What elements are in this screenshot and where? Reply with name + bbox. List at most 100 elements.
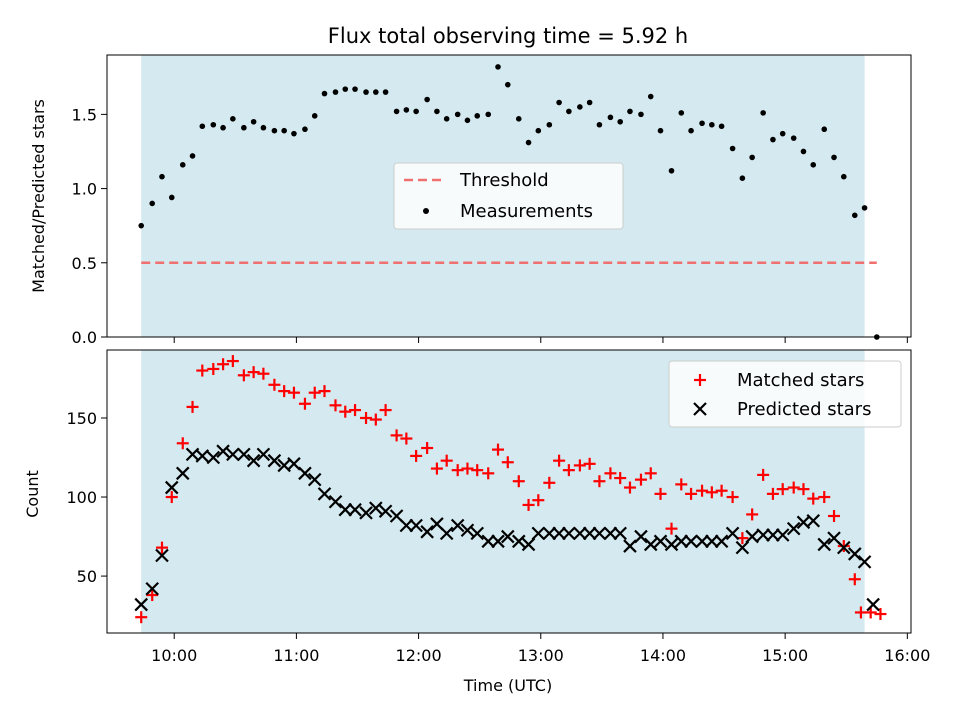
measurement-point — [168, 194, 175, 201]
measurement-point — [149, 200, 156, 207]
matched-stars-point — [562, 464, 575, 477]
matched-stars-point — [379, 404, 392, 417]
measurement-point — [373, 89, 379, 95]
predicted-stars-point — [705, 534, 719, 549]
predicted-stars-point — [145, 581, 159, 596]
predicted-stars-point — [766, 528, 780, 542]
matched-stars-point — [634, 473, 647, 486]
measurement-point — [363, 89, 369, 95]
predicted-stars-point — [237, 447, 251, 462]
measurement-point — [566, 108, 572, 115]
measurement-point — [657, 127, 664, 134]
predicted-stars-point — [267, 453, 282, 468]
matched-stars-point — [196, 364, 209, 377]
predicted-stars-point — [348, 502, 362, 517]
measurement-point — [138, 222, 145, 229]
predicted-stars-point — [298, 466, 312, 481]
matched-stars-point — [766, 487, 779, 500]
measurement-point — [709, 121, 715, 128]
x-tick-label: 11:00 — [273, 646, 319, 665]
predicted-stars-point — [603, 526, 618, 541]
matched-stars-point — [604, 467, 617, 480]
matched-stars-point — [512, 475, 525, 488]
measurement-point — [760, 110, 766, 116]
measurement-point — [495, 64, 501, 70]
predicted-stars-point — [420, 525, 434, 539]
matched-stars-point — [318, 385, 331, 398]
matched-stars-point — [257, 367, 270, 380]
matched-stars-point — [176, 437, 189, 450]
measurement-point — [311, 113, 318, 119]
matched-stars-point — [818, 491, 831, 504]
x-tick-label: 12:00 — [396, 646, 442, 665]
measurement-point — [424, 96, 430, 103]
predicted-stars-point — [756, 528, 770, 542]
predicted-stars-point — [714, 534, 729, 549]
matched-stars-point — [226, 355, 239, 368]
measurement-point — [271, 127, 278, 134]
measurement-point — [241, 124, 247, 131]
matched-stars-point — [217, 358, 230, 371]
measurement-point — [291, 130, 297, 137]
matched-stars-point — [522, 498, 535, 511]
predicted-stars-point — [674, 534, 689, 549]
matched-stars-point — [482, 467, 495, 480]
y-tick-label: 0.0 — [72, 328, 97, 347]
measurement-point — [260, 124, 267, 131]
predicted-stars-point — [725, 526, 740, 541]
measurement-point — [230, 116, 236, 122]
matched-stars-point — [186, 400, 199, 413]
matched-stars-point — [207, 362, 220, 375]
matched-stars-point — [421, 442, 434, 455]
predicted-stars-point — [745, 529, 759, 544]
matched-stars-point — [553, 454, 566, 467]
predicted-stars-point — [542, 526, 557, 541]
predicted-stars-point — [806, 513, 821, 528]
predicted-stars-point — [684, 534, 698, 549]
measurement-point — [281, 127, 287, 134]
predicted-stars-point — [582, 526, 597, 541]
matched-stars-point — [410, 449, 423, 462]
predicted-stars-point — [470, 526, 485, 541]
matched-stars-point — [369, 413, 382, 426]
matched-stars-point — [726, 491, 739, 504]
matched-stars-point — [623, 481, 636, 494]
matched-stars-point — [757, 468, 770, 481]
matched-stars-point — [828, 510, 841, 523]
predicted-stars-point — [164, 480, 179, 495]
y-tick-label: 1.0 — [72, 180, 97, 199]
measurement-point — [464, 117, 471, 124]
matched-stars-point — [696, 484, 709, 497]
measurement-point — [342, 86, 349, 92]
predicted-stars-point — [491, 534, 505, 549]
predicted-stars-point — [338, 502, 353, 517]
y-tick-label: 1.5 — [72, 105, 97, 124]
matched-stars-point — [807, 492, 820, 505]
matched-stars-point — [390, 429, 403, 442]
measurement-point — [546, 121, 553, 128]
matched-stars-point — [705, 486, 718, 499]
matched-stars-point — [715, 484, 728, 497]
matched-stars-point — [665, 522, 678, 535]
predicted-legend-swatch — [693, 402, 707, 416]
measurement-point — [332, 89, 339, 95]
predicted-stars-point — [531, 526, 546, 541]
matched-stars-point — [837, 540, 850, 553]
matched-legend-label: Matched stars — [737, 370, 864, 391]
measurement-point — [535, 127, 542, 134]
measurement-point — [831, 154, 837, 161]
predicted-stars-point — [735, 540, 750, 555]
matched-stars-point — [165, 491, 178, 504]
ratio-legend-box — [393, 162, 624, 230]
predicted-stars-point — [866, 597, 880, 612]
predicted-stars-point — [775, 528, 790, 542]
measurements-legend-label: Measurements — [460, 201, 593, 222]
matched-stars-point — [543, 476, 556, 489]
y-tick-label: 150 — [66, 409, 97, 428]
predicted-stars-point — [837, 540, 851, 555]
measurement-point — [302, 126, 308, 133]
measurement-point — [179, 162, 186, 168]
matched-stars-point — [268, 378, 281, 391]
predicted-stars-point — [399, 518, 414, 533]
predicted-stars-point — [206, 450, 221, 465]
